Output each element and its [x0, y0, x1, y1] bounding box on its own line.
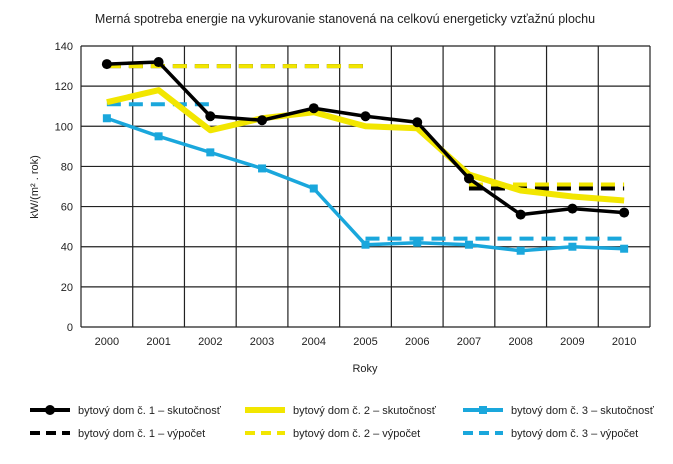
legend-label: bytový dom č. 3 – výpočet: [511, 428, 638, 440]
data-point: [101, 59, 112, 70]
y-tick-label: 100: [55, 121, 73, 133]
data-point: [257, 115, 268, 126]
data-point: [412, 117, 423, 128]
data-point: [153, 57, 164, 68]
data-point: [308, 103, 319, 114]
x-axis-label: Roky: [352, 363, 378, 375]
legend-label: bytový dom č. 2 – výpočet: [293, 428, 420, 440]
data-point: [205, 111, 216, 122]
data-point: [309, 184, 318, 193]
x-tick-label: 2004: [302, 336, 326, 348]
x-tick-label: 2001: [146, 336, 170, 348]
legend-label: bytový dom č. 1 – skutočnosť: [78, 405, 222, 417]
x-tick-label: 2003: [250, 336, 274, 348]
data-point: [463, 173, 474, 184]
chart-title: Merná spotreba energie na vykurovanie st…: [95, 12, 595, 26]
data-point: [361, 240, 370, 249]
x-tick-label: 2010: [612, 336, 636, 348]
x-tick-label: 2006: [405, 336, 429, 348]
y-tick-label: 0: [67, 322, 73, 334]
y-tick-label: 80: [61, 161, 73, 173]
data-point: [360, 111, 371, 122]
data-point: [154, 132, 163, 141]
data-point: [619, 207, 630, 218]
y-tick-label: 40: [61, 242, 73, 254]
data-point: [568, 242, 577, 251]
series-line: [106, 87, 625, 204]
x-tick-label: 2000: [95, 336, 119, 348]
data-point: [567, 203, 578, 214]
legend-label: bytový dom č. 3 – skutočnosť: [511, 405, 655, 417]
data-point: [258, 164, 267, 173]
legend-label: bytový dom č. 1 – výpočet: [78, 428, 205, 440]
y-tick-label: 20: [61, 282, 73, 294]
data-point: [102, 114, 111, 123]
x-tick-label: 2007: [457, 336, 481, 348]
legend-marker: [479, 406, 487, 414]
data-point: [516, 246, 525, 255]
y-tick-label: 120: [55, 81, 73, 93]
y-axis-label: kW/(m² . rok): [29, 155, 41, 219]
data-point: [464, 240, 473, 249]
x-tick-label: 2002: [198, 336, 222, 348]
data-point: [206, 148, 215, 157]
y-tick-label: 140: [55, 41, 73, 53]
x-tick-label: 2008: [508, 336, 532, 348]
data-point: [620, 244, 629, 253]
y-tick-label: 60: [61, 202, 73, 214]
legend-marker: [45, 405, 55, 415]
data-point: [515, 209, 526, 220]
legend-label: bytový dom č. 2 – skutočnosť: [293, 405, 437, 417]
data-point: [413, 238, 422, 247]
x-tick-label: 2005: [353, 336, 377, 348]
x-tick-label: 2009: [560, 336, 584, 348]
